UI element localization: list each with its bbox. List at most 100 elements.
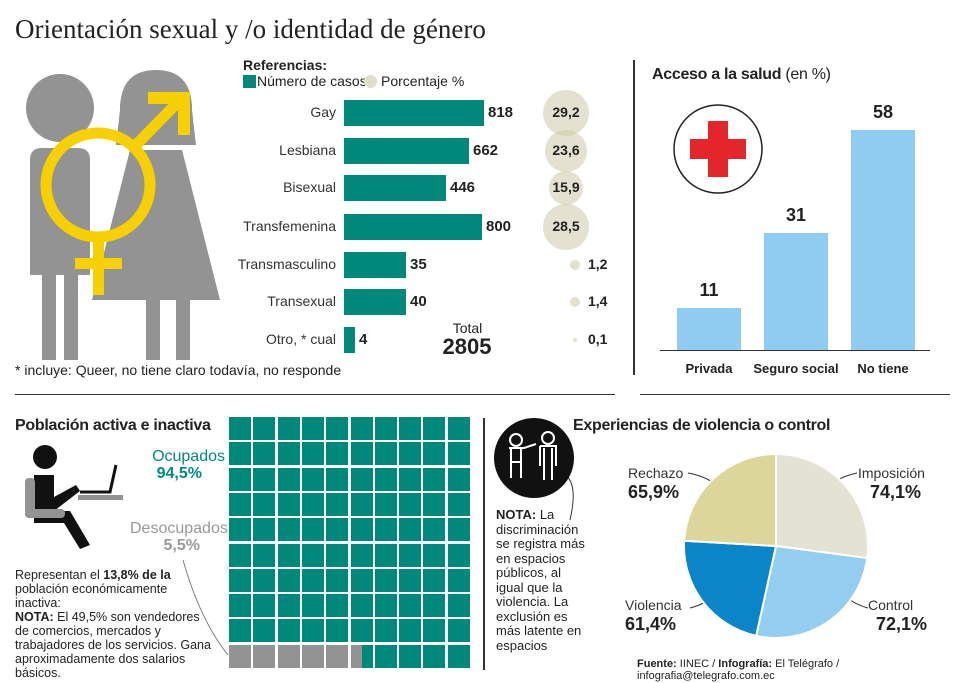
credit-text: El Telégrafo / infografia@telegrafo.com.… — [637, 658, 840, 682]
waffle-cell — [447, 518, 470, 542]
footnote: * incluye: Queer, no tiene claro todavía… — [15, 362, 342, 378]
legend-swatch-cases — [243, 75, 256, 88]
violence-title: Experiencias de violencia o control — [573, 417, 831, 434]
waffle-cell — [350, 417, 373, 440]
percent-circle — [569, 296, 581, 308]
waffle-cell — [253, 619, 276, 643]
cases-bar — [344, 214, 482, 240]
pie-value: 61,4% — [625, 614, 677, 634]
percent-value: 29,2 — [552, 104, 580, 120]
health-category: Seguro social — [753, 361, 839, 376]
waffle-cell — [374, 543, 397, 567]
cases-bar — [344, 289, 406, 315]
waffle-cell — [447, 442, 470, 466]
population-note: Representan el 13,8% de la población eco… — [15, 568, 215, 680]
waffle-cell — [350, 492, 373, 516]
source-line: Fuente: IINEC / Infografía: El Telégrafo… — [637, 658, 957, 682]
divider — [640, 394, 950, 395]
waffle-cell — [253, 518, 276, 542]
waffle-cell — [399, 594, 422, 618]
waffle-cell — [301, 417, 324, 440]
total-value: 2805 — [442, 334, 492, 359]
waffle-cell — [229, 492, 251, 516]
cases-value: 800 — [486, 218, 512, 235]
waffle-cell — [350, 518, 373, 542]
waffle-cell — [350, 594, 373, 618]
waffle-cell — [447, 543, 470, 567]
waffle-cell — [447, 644, 470, 668]
waffle-cell — [399, 467, 422, 491]
health-title: Acceso a la salud (en %) — [652, 66, 831, 84]
health-value: 31 — [785, 204, 807, 225]
cases-bar — [344, 100, 484, 126]
waffle-cell — [301, 492, 324, 516]
health-bar — [851, 130, 915, 350]
waffle-cell — [374, 518, 397, 542]
cases-bar — [344, 138, 469, 164]
note-label: NOTA: — [496, 507, 537, 522]
health-bar — [677, 308, 741, 350]
waffle-cell — [301, 568, 324, 592]
health-value: 11 — [699, 280, 719, 301]
total-label: Total — [452, 320, 483, 336]
waffle-cell — [229, 644, 251, 668]
note-bold: 13,8% de la — [103, 568, 171, 582]
percent-circle — [573, 338, 577, 342]
pie-category: Rechazo — [628, 465, 684, 481]
health-title-text: Acceso a la salud — [652, 66, 782, 83]
waffle-cell — [399, 644, 422, 668]
source-text: IINEC / — [676, 658, 719, 670]
pie-slice — [683, 452, 777, 548]
pie-slice — [754, 544, 869, 639]
waffle-cell — [301, 543, 324, 567]
waffle-cell — [350, 619, 373, 643]
waffle-cell — [326, 568, 349, 592]
waffle-cell — [423, 492, 446, 516]
health-title-unit: (en %) — [785, 66, 831, 83]
note-label: NOTA: — [15, 610, 54, 624]
waffle-cell — [447, 417, 470, 440]
cases-value: 662 — [473, 142, 499, 159]
waffle-cell — [301, 644, 324, 668]
legend-cases: Número de casos — [257, 73, 367, 89]
waffle-cell — [399, 442, 422, 466]
waffle-cell — [253, 644, 276, 668]
waffle-cell — [326, 619, 349, 643]
violence-pie-chart — [683, 452, 869, 639]
pie-category: Imposición — [858, 465, 925, 481]
waffle-cell — [277, 644, 300, 668]
waffle-cell — [399, 568, 422, 592]
percent-circle — [545, 130, 587, 172]
waffle-cell — [277, 619, 300, 643]
legend-swatch-percent — [364, 75, 377, 88]
unemployed-value: 5,5% — [163, 537, 200, 554]
waffle-cell — [326, 417, 349, 440]
waffle-cell — [301, 518, 324, 542]
divider — [15, 394, 615, 395]
waffle-cell — [374, 467, 397, 491]
waffle-cell — [350, 644, 373, 668]
waffle-cell — [229, 568, 251, 592]
waffle-cell — [423, 518, 446, 542]
cases-value: 35 — [410, 256, 427, 273]
category-label: Transmasculino — [237, 256, 336, 272]
waffle-cell — [253, 467, 276, 491]
waffle-cell — [399, 417, 422, 440]
waffle-cell — [229, 417, 251, 440]
population-title: Población activa e inactiva — [15, 417, 211, 434]
category-label: Gay — [310, 104, 336, 120]
percent-circle — [543, 90, 589, 136]
pie-value: 72,1% — [876, 614, 928, 634]
waffle-cell — [277, 543, 300, 567]
waffle-cell — [423, 467, 446, 491]
waffle-cell — [326, 543, 349, 567]
waffle-cell — [253, 492, 276, 516]
red-cross-icon — [673, 104, 763, 194]
pie-value: 65,9% — [628, 482, 680, 502]
waffle-cell — [423, 568, 446, 592]
percent-value: 0,1 — [588, 331, 608, 347]
waffle-cell — [277, 518, 300, 542]
pie-slice — [775, 452, 869, 560]
note-text: Representan el — [15, 568, 104, 582]
